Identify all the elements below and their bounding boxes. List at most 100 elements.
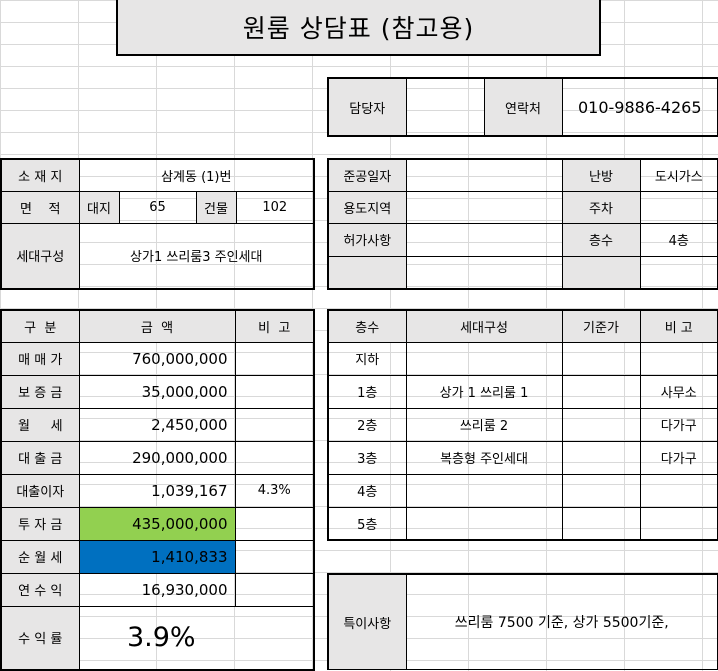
floor-base-price[interactable] bbox=[561, 506, 641, 541]
monthly-rent-value[interactable]: 2,450,000 bbox=[78, 407, 236, 442]
finance-row-label: 매 매 가 bbox=[0, 341, 80, 376]
household-value[interactable]: 상가1 쓰리룸3 주인세대 bbox=[78, 222, 315, 290]
finance-row-label: 투 자 금 bbox=[0, 506, 80, 541]
floor-note[interactable]: 다가구 bbox=[639, 407, 718, 442]
permit-value[interactable] bbox=[405, 222, 563, 257]
contact-table: 담당자 연락처 010-9886-4265 bbox=[327, 77, 718, 137]
phone-label: 연락처 bbox=[483, 77, 563, 137]
finance-row-note[interactable] bbox=[234, 539, 315, 574]
building-value[interactable]: 102 bbox=[235, 190, 315, 224]
finance-row-label: 대 출 금 bbox=[0, 440, 80, 475]
floor-composition[interactable] bbox=[405, 341, 563, 376]
finance-row-label: 연 수 익 bbox=[0, 572, 80, 607]
household-label: 세대구성 bbox=[0, 222, 80, 290]
manager-value[interactable] bbox=[405, 77, 485, 137]
zoning-value[interactable] bbox=[405, 190, 563, 224]
yield-label: 수 익 률 bbox=[0, 605, 80, 671]
floor-label: 3층 bbox=[327, 440, 407, 475]
investment-value[interactable]: 435,000,000 bbox=[78, 506, 236, 541]
floors-table: 층수 세대구성 기준가 비 고 지하 1층 상가 1 쓰리룸 1 사무소 2층 … bbox=[327, 309, 718, 541]
floor-base-price[interactable] bbox=[561, 407, 641, 442]
completion-value[interactable] bbox=[405, 158, 563, 192]
blank-value-2[interactable] bbox=[639, 255, 718, 290]
table-row: 지하 bbox=[327, 341, 718, 376]
zoning-label: 용도지역 bbox=[327, 190, 407, 224]
floors-value[interactable]: 4층 bbox=[639, 222, 718, 257]
building-label: 건물 bbox=[195, 190, 237, 224]
loan-value[interactable]: 290,000,000 bbox=[78, 440, 236, 475]
floor-label: 2층 bbox=[327, 407, 407, 442]
area-label: 면 적 bbox=[0, 190, 80, 224]
finance-row: 순 월 세 1,410,833 bbox=[0, 539, 315, 574]
yield-value[interactable]: 3.9% bbox=[78, 605, 315, 671]
floor-note[interactable]: 사무소 bbox=[639, 374, 718, 409]
special-notes-value[interactable]: 쓰리룸 7500 기준, 상가 5500기준, bbox=[405, 573, 718, 670]
property-table: 소 재 지 삼계동 (1)번 면 적 대지 65 건물 102 세대구성 상가1… bbox=[0, 158, 316, 290]
heating-value[interactable]: 도시가스 bbox=[639, 158, 718, 192]
finance-header-category: 구 분 bbox=[0, 309, 80, 343]
table-row: 2층 쓰리룸 2 다가구 bbox=[327, 407, 718, 442]
floor-note[interactable]: 다가구 bbox=[639, 440, 718, 475]
table-row: 1층 상가 1 쓰리룸 1 사무소 bbox=[327, 374, 718, 409]
finance-row: 대출이자 1,039,167 4.3% bbox=[0, 473, 315, 508]
floor-base-price[interactable] bbox=[561, 341, 641, 376]
blank-value[interactable] bbox=[405, 255, 563, 290]
floors-label: 층수 bbox=[561, 222, 641, 257]
finance-header-amount: 금 액 bbox=[78, 309, 236, 343]
annual-income-value[interactable]: 16,930,000 bbox=[78, 572, 236, 607]
table-row: 5층 bbox=[327, 506, 718, 541]
table-row: 3층 복층형 주인세대 다가구 bbox=[327, 440, 718, 475]
blank-label-2 bbox=[561, 255, 641, 290]
floors-header-note: 비 고 bbox=[639, 309, 718, 343]
floor-composition[interactable]: 상가 1 쓰리룸 1 bbox=[405, 374, 563, 409]
floor-label: 1층 bbox=[327, 374, 407, 409]
loan-interest-value[interactable]: 1,039,167 bbox=[78, 473, 236, 508]
finance-row: 대 출 금 290,000,000 bbox=[0, 440, 315, 475]
floor-note[interactable] bbox=[639, 341, 718, 376]
floor-base-price[interactable] bbox=[561, 473, 641, 508]
finance-row: 월 세 2,450,000 bbox=[0, 407, 315, 442]
finance-table: 구 분 금 액 비 고 매 매 가 760,000,000 보 증 금 35,0… bbox=[0, 309, 315, 671]
location-value[interactable]: 삼계동 (1)번 bbox=[78, 158, 315, 192]
floor-label: 5층 bbox=[327, 506, 407, 541]
floor-base-price[interactable] bbox=[561, 440, 641, 475]
table-row: 4층 bbox=[327, 473, 718, 508]
floor-composition[interactable]: 쓰리룸 2 bbox=[405, 407, 563, 442]
finance-row-note[interactable] bbox=[234, 341, 315, 376]
loan-rate-value[interactable]: 4.3% bbox=[234, 473, 315, 508]
finance-row: 연 수 익 16,930,000 bbox=[0, 572, 315, 607]
floor-composition[interactable] bbox=[405, 506, 563, 541]
special-notes-label: 특이사항 bbox=[327, 573, 407, 670]
location-label: 소 재 지 bbox=[0, 158, 80, 192]
land-value[interactable]: 65 bbox=[118, 190, 197, 224]
finance-row-note[interactable] bbox=[234, 572, 315, 607]
parking-value[interactable] bbox=[639, 190, 718, 224]
floors-header-floor: 층수 bbox=[327, 309, 407, 343]
finance-row-label: 보 증 금 bbox=[0, 374, 80, 409]
floor-base-price[interactable] bbox=[561, 374, 641, 409]
manager-label: 담당자 bbox=[327, 77, 407, 137]
permit-label: 허가사항 bbox=[327, 222, 407, 257]
land-label: 대지 bbox=[78, 190, 120, 224]
net-rent-value[interactable]: 1,410,833 bbox=[78, 539, 236, 574]
parking-label: 주차 bbox=[561, 190, 641, 224]
finance-row-note[interactable] bbox=[234, 506, 315, 541]
finance-row-label: 대출이자 bbox=[0, 473, 80, 508]
finance-row: 매 매 가 760,000,000 bbox=[0, 341, 315, 376]
finance-row-label: 순 월 세 bbox=[0, 539, 80, 574]
floor-composition[interactable]: 복층형 주인세대 bbox=[405, 440, 563, 475]
sale-price-value[interactable]: 760,000,000 bbox=[78, 341, 236, 376]
phone-value[interactable]: 010-9886-4265 bbox=[561, 77, 718, 137]
deposit-value[interactable]: 35,000,000 bbox=[78, 374, 236, 409]
building-info-table: 준공일자 난방 도시가스 용도지역 주차 허가사항 층수 4층 bbox=[327, 158, 718, 290]
heating-label: 난방 bbox=[561, 158, 641, 192]
finance-row-note[interactable] bbox=[234, 407, 315, 442]
floor-label: 지하 bbox=[327, 341, 407, 376]
floor-note[interactable] bbox=[639, 506, 718, 541]
finance-header-note: 비 고 bbox=[234, 309, 315, 343]
finance-row: 보 증 금 35,000,000 bbox=[0, 374, 315, 409]
finance-row-note[interactable] bbox=[234, 440, 315, 475]
finance-row-note[interactable] bbox=[234, 374, 315, 409]
floor-note[interactable] bbox=[639, 473, 718, 508]
floor-composition[interactable] bbox=[405, 473, 563, 508]
